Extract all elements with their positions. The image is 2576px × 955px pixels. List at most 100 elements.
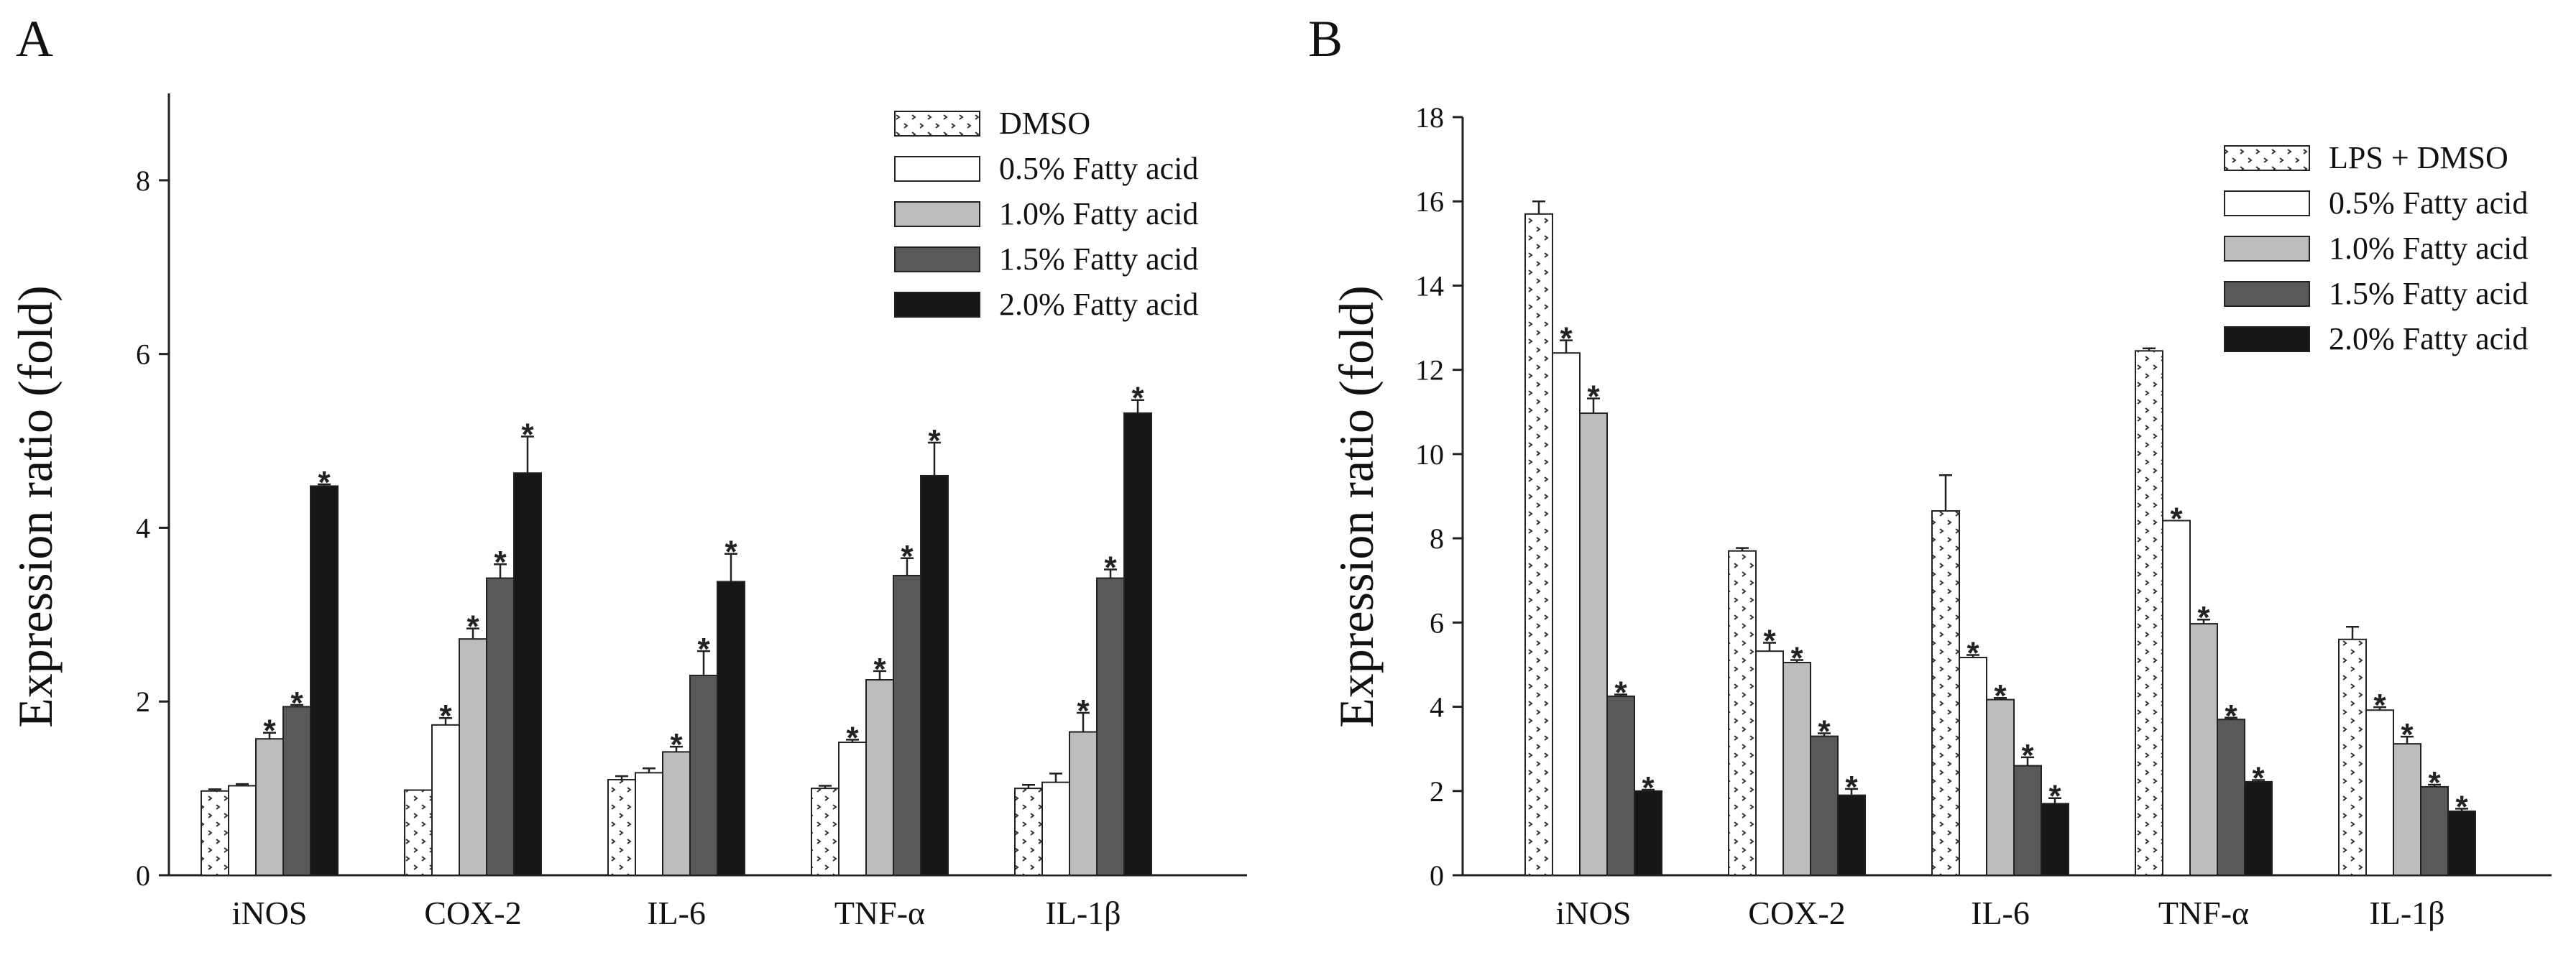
panel-a-bar [920, 474, 949, 876]
panel-a-y-axis-title: Expression ratio (fold) [8, 285, 63, 728]
panel-a-bar [662, 751, 691, 876]
panel-a-y-tick-label: 8 [136, 165, 150, 197]
panel-b-significance-marker: * [1587, 379, 1600, 415]
panel-b-legend-swatch [2224, 281, 2310, 307]
panel-a-significance-marker: * [1131, 381, 1144, 416]
panel-b-significance-marker: * [2252, 761, 2265, 796]
panel-a-y-tick-label: 2 [136, 686, 150, 718]
panel-a-x-tick-label: iNOS [232, 895, 308, 931]
panel-b-bar [2365, 709, 2394, 876]
panel-b-bar [1524, 213, 1553, 876]
panel-b-bar [1837, 794, 1866, 877]
panel-b-significance-marker: * [1763, 623, 1776, 658]
panel-b-significance-marker: * [2048, 779, 2061, 814]
panel-a-y-tick-label: 0 [136, 859, 150, 892]
panel-a-bar [459, 638, 487, 877]
panel-b-bar [2447, 810, 2476, 877]
panel-b-bar [2393, 743, 2421, 876]
panel-b-significance-marker: * [2401, 717, 2414, 752]
panel-b-bar [2338, 638, 2367, 876]
panel-b-bar [1931, 510, 1960, 877]
panel-b-significance-marker: * [1818, 714, 1831, 749]
panel-b-significance-marker: * [1994, 678, 2007, 714]
panel-a-bar [635, 772, 663, 876]
panel-a-bar [865, 679, 894, 876]
panel-a-x-tick-label: IL-1β [1045, 895, 1121, 931]
panel-b-legend-swatch [2224, 236, 2310, 262]
panel-b-bar [2135, 350, 2163, 876]
panel-a-bar [228, 785, 257, 877]
panel-b-bar [1959, 656, 1987, 876]
panel-b-bar [1986, 698, 2015, 877]
panel-a-bar [404, 789, 433, 877]
panel-a-bar [1014, 788, 1043, 876]
panel-b-y-tick-label: 6 [1430, 606, 1444, 639]
panel-a-significance-marker: * [928, 423, 941, 458]
panel-b-x-tick-label: IL-1β [2369, 895, 2444, 931]
panel-a-x-tick-label: TNF-α [834, 895, 925, 931]
panel-b-bar [1579, 412, 1608, 876]
panel-a-bar [717, 581, 745, 876]
panel-a-significance-marker: * [846, 720, 859, 755]
panel-b-y-tick-label: 0 [1430, 859, 1444, 892]
panel-a-legend-label: 2.0% Fatty acid [999, 287, 1198, 322]
panel-b-significance-marker: * [2225, 698, 2237, 734]
panel-b-y-tick-label: 8 [1430, 522, 1444, 555]
panel-a-legend-label: DMSO [999, 106, 1090, 141]
panel-a-x-tick-label: COX-2 [424, 895, 521, 931]
panel-b-bar [2013, 765, 2042, 876]
panel-a-legend-swatch [894, 246, 980, 272]
panel-b-significance-marker: * [1642, 770, 1655, 806]
panel-b-legend-label: 0.5% Fatty acid [2329, 185, 2528, 221]
panel-b-y-tick-label: 18 [1415, 101, 1444, 134]
panel-b-y-axis-title: Expression ratio (fold) [1329, 285, 1384, 728]
panel-b-significance-marker: * [1845, 770, 1858, 805]
panel-a-bar [811, 788, 840, 876]
panel-a-bar [282, 706, 311, 877]
panel-a-significance-marker: * [1077, 693, 1090, 729]
panel-a-bar [1069, 731, 1098, 876]
panel-b-bar [2162, 520, 2191, 876]
panel-a-significance-marker: * [873, 652, 886, 687]
panel-b-y-tick-label: 16 [1415, 185, 1444, 218]
panel-a-bar [486, 577, 515, 876]
panel-b-legend-label: 1.5% Fatty acid [2329, 276, 2528, 311]
panel-b-bar [1755, 650, 1784, 876]
panel-b-bar [2217, 719, 2245, 877]
panel-a-bar [1041, 781, 1070, 877]
panel-b-y-tick-label: 10 [1415, 438, 1444, 471]
panel-a-significance-marker: * [521, 417, 534, 453]
panel-a-bar [201, 790, 229, 877]
panel-b-y-tick-label: 12 [1415, 354, 1444, 387]
panel-a-legend-swatch [894, 201, 980, 227]
panel-b-significance-marker: * [2373, 688, 2386, 723]
panel-a-significance-marker: * [697, 632, 710, 667]
panel-b-y-tick-label: 4 [1430, 691, 1444, 724]
panel-b-significance-marker: * [1966, 635, 1979, 670]
panel-a-bar [607, 779, 636, 876]
panel-b-significance-marker: * [2197, 600, 2210, 635]
panel-b-y-tick-label: 14 [1415, 269, 1444, 302]
panel-b-bar [2189, 623, 2218, 876]
panel-a-bar [838, 742, 867, 877]
panel-b-legend-label: LPS + DMSO [2329, 140, 2508, 175]
panel-b-bar [2041, 803, 2069, 876]
panel-a-bar [1096, 577, 1125, 876]
panel-a-label: A [16, 10, 53, 68]
panel-b-legend-label: 2.0% Fatty acid [2329, 321, 2528, 356]
panel-a-y-tick-label: 4 [136, 512, 150, 544]
panel-a-bar [513, 472, 542, 876]
panel-a-bar [689, 674, 718, 876]
panel-a-bar [310, 485, 339, 876]
panel-a-significance-marker: * [724, 535, 737, 570]
panel-a-bar [893, 574, 921, 877]
panel-a-significance-marker: * [466, 609, 479, 645]
panel-b-significance-marker: * [2428, 765, 2441, 801]
panel-a-legend-swatch [894, 111, 980, 137]
panel-a-significance-marker: * [290, 686, 303, 721]
panel-b-bar [1782, 662, 1811, 877]
panel-b-x-tick-label: IL-6 [1971, 895, 2030, 931]
panel-b-bar [1810, 735, 1839, 877]
panel-b-significance-marker: * [2021, 738, 2034, 773]
